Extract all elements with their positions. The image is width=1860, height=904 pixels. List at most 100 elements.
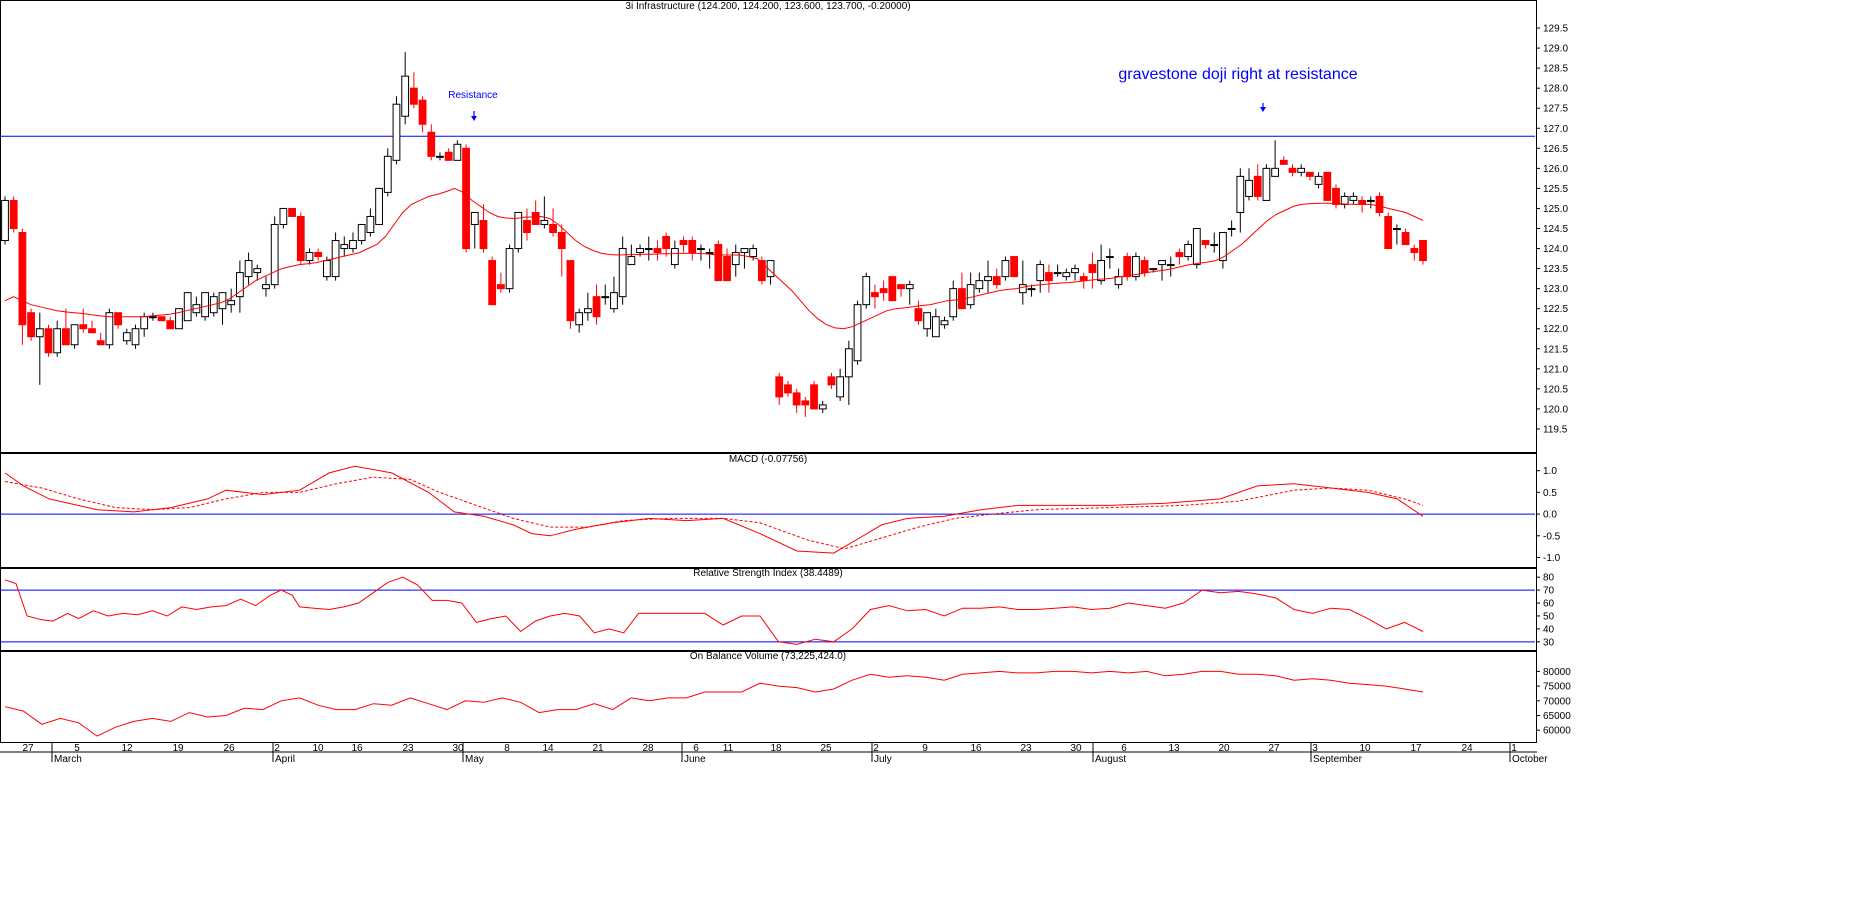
candle (888, 276, 897, 302)
candle (958, 272, 966, 310)
x-day-tick-label: 13 (1168, 743, 1180, 754)
candle (723, 248, 731, 282)
y-tick-label: 70000 (1543, 696, 1571, 707)
candlesticks (1, 52, 1427, 417)
reference-lines (0, 135, 1535, 643)
y-tick-label: 60 (1543, 599, 1555, 610)
candle (862, 272, 871, 309)
candle-body-down (166, 320, 175, 330)
candle-body-up (122, 332, 131, 342)
x-day-tick-label: 20 (1218, 743, 1230, 754)
candle-body-up (1166, 264, 1175, 267)
moving-average (4, 187, 1424, 330)
y-tick-label: 121.5 (1543, 344, 1568, 355)
candle-body-up (392, 103, 401, 161)
ma-line (4, 187, 1424, 330)
x-month-label: June (684, 754, 706, 765)
candle (53, 320, 62, 357)
candle (496, 272, 505, 293)
x-day-tick-label: 3 (1312, 743, 1318, 754)
candle-body-down (688, 240, 697, 254)
candle-body-up (949, 288, 958, 318)
candle-body-up (1271, 167, 1280, 177)
candle-body-down (488, 260, 497, 306)
y-axes: 119.5 120.0 120.5 121.0 121.5 122.0 122.5 123.0… (1536, 24, 1571, 737)
y-tick-label: 122.5 (1543, 304, 1568, 315)
candle (966, 272, 975, 309)
candle-body-down (296, 215, 305, 262)
candle (357, 223, 366, 245)
candle (27, 308, 35, 341)
candle (714, 240, 723, 282)
candle-body-down (1323, 171, 1332, 201)
candle (757, 256, 766, 285)
candle-body-up (705, 252, 714, 255)
candle (453, 140, 462, 161)
candle-body-up (35, 328, 44, 338)
candle-body-up (201, 292, 209, 318)
candle-body-down (1384, 215, 1393, 250)
candle-body-down (1279, 159, 1288, 165)
indicator-line-1-0 (4, 465, 1424, 554)
x-day-tick-label: 12 (121, 743, 133, 754)
candle (592, 284, 601, 325)
candle (305, 248, 314, 265)
candle-body-down (1358, 199, 1366, 205)
x-day-tick-label: 28 (642, 743, 654, 754)
candle-body-down (888, 276, 897, 302)
candle-body-down (1375, 195, 1384, 213)
candle (349, 232, 357, 253)
candle-body-up (697, 248, 705, 251)
y-tick-label: 126.5 (1543, 144, 1568, 155)
candle-body-up (1236, 175, 1245, 213)
candle-body-down (79, 324, 88, 330)
macd-panel-title: MACD (-0.07756) (729, 454, 807, 465)
y-tick-label: 125.5 (1543, 184, 1568, 195)
x-day-tick-label: 27 (22, 743, 34, 754)
candle (1419, 240, 1427, 265)
candle-body-up (931, 316, 940, 338)
candle-body-up (836, 376, 845, 398)
candle-body-up (1149, 268, 1158, 271)
candle-body-down (44, 328, 53, 354)
candle-body-down (1175, 252, 1184, 258)
candle-body-up (1314, 175, 1323, 185)
candle-body-up (1071, 268, 1079, 274)
candle-body-up (1192, 227, 1201, 266)
x-day-tick-label: 5 (74, 743, 80, 754)
candle-body-down (592, 296, 601, 318)
doji-arrow-icon (1260, 103, 1266, 112)
candle (279, 207, 288, 229)
candle-body-up (1184, 244, 1193, 258)
candle (96, 332, 105, 346)
candle-body-down (409, 87, 418, 105)
candle-body-down (992, 276, 1001, 286)
candle-body-down (114, 312, 122, 326)
candle-body-down (157, 316, 166, 322)
y-tick-label: 125.0 (1543, 204, 1568, 215)
x-axis: 27 5 12 19 26 2 10 16 23 30 8 14 21 28 6 11 18 25 2 9 16 23 30… (0, 742, 1548, 765)
candle (131, 324, 140, 349)
candle-body-down (1079, 276, 1088, 282)
x-day-tick-label: 26 (223, 743, 235, 754)
candle (1071, 264, 1079, 281)
candle-body-up (70, 324, 79, 346)
candle-body-up (583, 308, 592, 314)
candle-body-down (27, 312, 35, 338)
candle (1105, 248, 1114, 269)
candle (836, 368, 845, 401)
candle-body-up (740, 248, 749, 254)
indicator-line-2-0 (4, 576, 1424, 645)
candle (122, 328, 131, 345)
x-day-tick-label: 8 (504, 743, 510, 754)
obv-panel-title: On Balance Volume (73,225,424.0) (690, 651, 846, 662)
panel-frame-2 (0, 568, 1537, 651)
candle-body-down (662, 236, 671, 250)
y-tick-label: 124.0 (1543, 244, 1568, 255)
candle-body-down (462, 147, 470, 250)
candle (401, 52, 410, 125)
x-day-tick-label: 16 (351, 743, 363, 754)
candle-body-up (1340, 195, 1349, 205)
candle-body-up (1018, 284, 1027, 294)
candle (1401, 228, 1410, 246)
